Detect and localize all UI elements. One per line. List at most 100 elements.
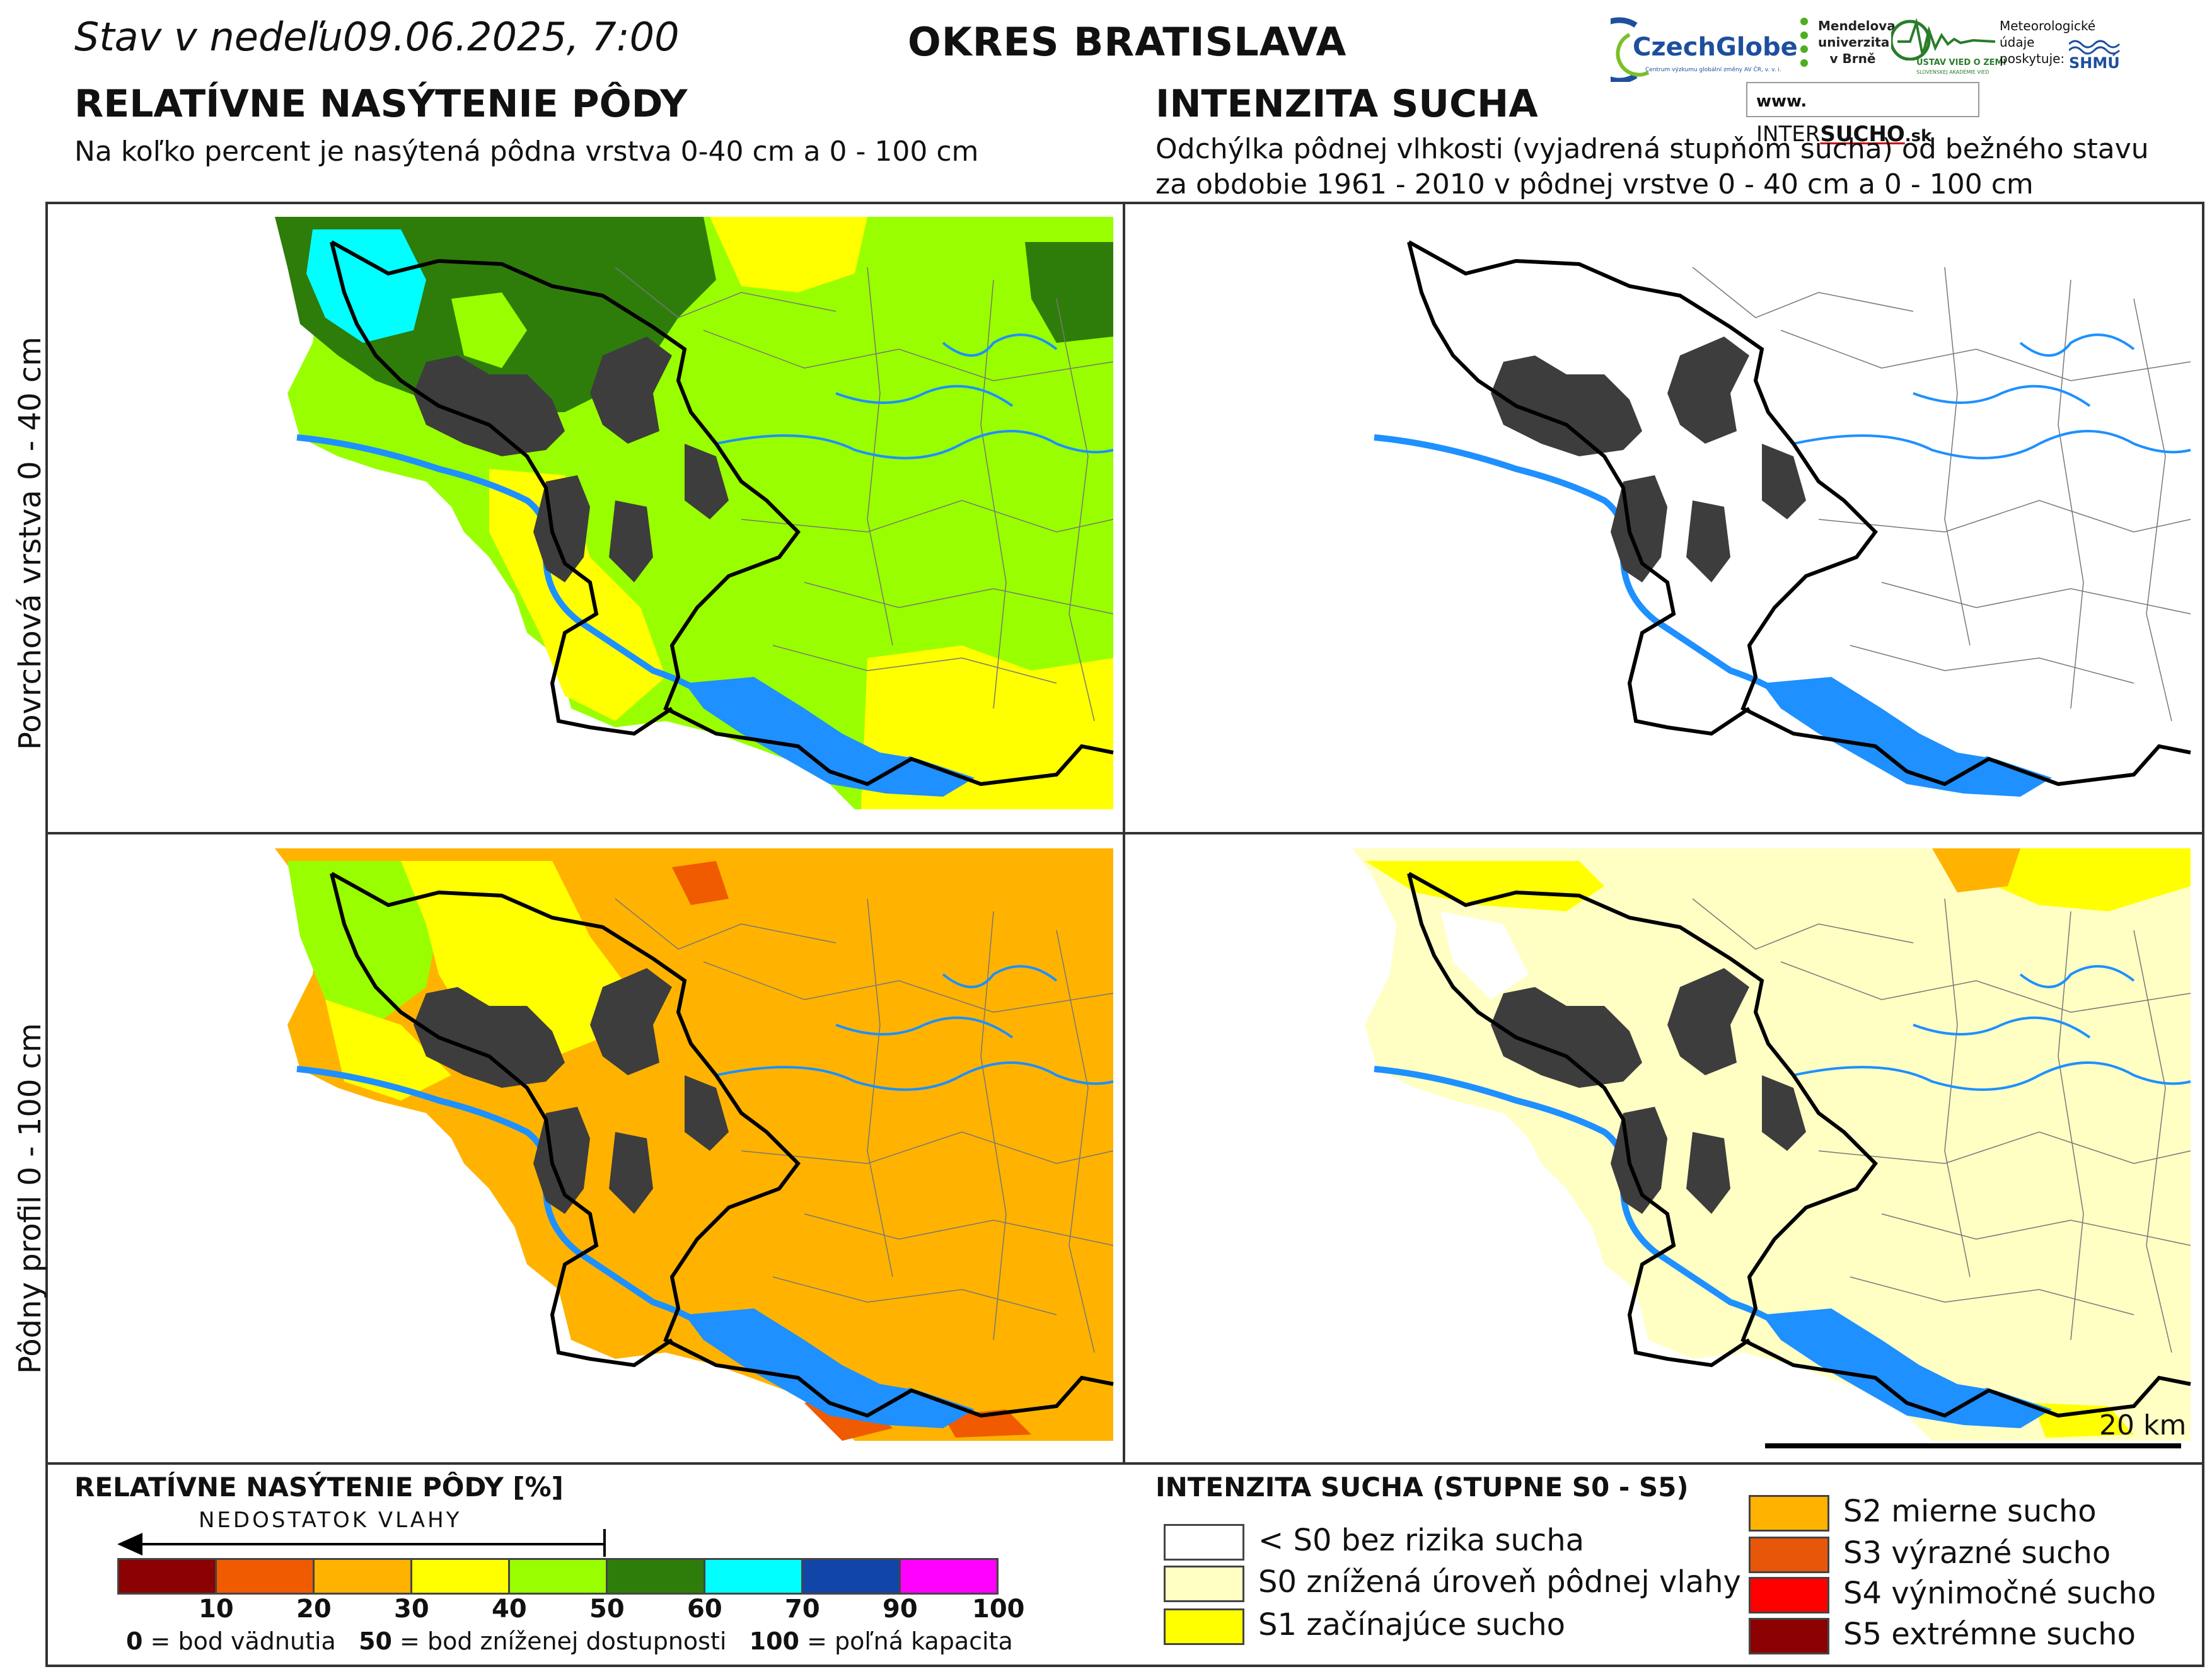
river-line <box>942 965 1058 988</box>
colorbar-tick: 70 <box>785 1595 820 1624</box>
colorbar-bin-30-40 <box>410 1558 510 1595</box>
district-boundary <box>330 240 1114 787</box>
shmu-logo: SHMÚ <box>2069 38 2126 76</box>
drought-legend-title: INTENZITA SUCHA (STUPNE S0 - S5) <box>1155 1472 1689 1503</box>
colorbar-bin-60-70 <box>704 1558 803 1595</box>
urban-area <box>685 1075 729 1151</box>
map-value-patch <box>1025 242 1113 343</box>
right-panel-subtitle-1: Odchýlka pôdnej vlhkosti (vyjadrená stup… <box>1155 133 2149 165</box>
map-drought-profile <box>1352 848 2191 1441</box>
map-value-patch <box>710 217 867 292</box>
colorbar-tick: 20 <box>296 1595 332 1624</box>
drought-swatch <box>1749 1537 1829 1573</box>
note-100-text: = poľná kapacita <box>799 1627 1013 1655</box>
website-prefix: www. <box>1756 92 1807 111</box>
map-value-patch <box>451 292 527 368</box>
colorbar-bin-70-90 <box>801 1558 901 1595</box>
colorbar-bin-90-100 <box>899 1558 999 1595</box>
note-0-num: 0 <box>126 1627 143 1655</box>
urban-area <box>609 1132 653 1214</box>
drought-swatch <box>1164 1524 1244 1561</box>
road-line <box>1818 500 2191 533</box>
urban-area <box>685 444 729 519</box>
meteo-provider: Meteorologické údaje poskytuje: <box>2000 18 2096 81</box>
colorbar-tick: 10 <box>199 1595 234 1624</box>
colorbar-tick: 40 <box>492 1595 527 1624</box>
road-line <box>980 279 1007 709</box>
drought-swatch <box>1164 1566 1244 1602</box>
road-line <box>772 645 1057 684</box>
river-line <box>835 1016 1014 1039</box>
urban-area <box>414 355 565 456</box>
river-line <box>715 430 1114 459</box>
road-line <box>1692 267 1914 318</box>
river-line <box>942 333 1058 357</box>
road-line <box>867 267 893 646</box>
road-line <box>804 582 1114 615</box>
map-value-patch <box>401 861 628 1063</box>
map-value-patch <box>1365 861 1604 911</box>
road-line <box>2133 298 2172 722</box>
urban-area <box>1686 1132 1730 1214</box>
road-line <box>1056 930 1095 1353</box>
map-value-patch <box>1932 848 2020 892</box>
drought-swatch <box>1164 1608 1244 1645</box>
map-area-fill <box>1352 848 2191 1441</box>
drought-label: S1 začínajúce sucho <box>1258 1607 1565 1642</box>
czechglobe-swirl-icon <box>1611 17 1650 82</box>
river-line <box>1913 1016 2091 1039</box>
road-line <box>1944 898 1971 1278</box>
colorbar-tick: 50 <box>589 1595 625 1624</box>
danube-wide-section <box>1762 677 2052 797</box>
road-line <box>615 898 837 950</box>
road-line <box>1818 1131 2191 1164</box>
danube-wide-section <box>685 1308 975 1428</box>
map-fill-layer <box>275 217 1113 809</box>
road-line <box>2133 930 2172 1353</box>
note-50-text: = bod zníženej dostupnosti <box>391 1627 727 1655</box>
river-line <box>2019 333 2135 357</box>
road-line <box>1056 298 1095 722</box>
road-line <box>703 330 1114 381</box>
district-boundary <box>1408 240 2191 787</box>
right-panel-title: INTENZITA SUCHA <box>1155 82 1538 126</box>
colorbar-tick: 60 <box>687 1595 722 1624</box>
road-line <box>2058 279 2084 709</box>
deficit-arrow-label: NEDOSTATOK VLAHY <box>199 1508 462 1533</box>
road-line <box>1692 898 1914 950</box>
drought-swatch <box>1749 1495 1829 1532</box>
urban-area <box>414 987 565 1088</box>
danube-wide-section <box>1762 1308 2052 1428</box>
river-line <box>2019 965 2135 988</box>
mendel-logo: Mendelova univerzita v Brně <box>1797 13 1896 82</box>
arrow-left-icon <box>117 1533 142 1556</box>
deficit-arrow-tick <box>603 1529 606 1557</box>
district-boundary-inner <box>330 241 673 736</box>
map-fill-layer <box>1352 848 2191 1441</box>
colorbar-tick: 90 <box>883 1595 918 1624</box>
drought-label: S3 výrazné sucho <box>1843 1535 2111 1571</box>
map-saturation-profile <box>275 848 1114 1441</box>
intersucho-website[interactable]: www. INTERSUCHO.sk <box>1746 82 1979 147</box>
road-line <box>2058 911 2084 1341</box>
road-line <box>1850 645 2134 684</box>
ustav-logo: ÚSTAV VIED O ZEMI SLOVENSKEJ AKADÉMIE VI… <box>1891 16 2006 79</box>
map-drought-topsoil <box>1352 217 2191 809</box>
district-boundary-inner <box>1407 873 1751 1368</box>
colorbar-tick: 100 <box>972 1595 1025 1624</box>
meteo-provider-text: Meteorologické údaje poskytuje: <box>2000 18 2096 66</box>
map-saturation-topsoil <box>275 217 1114 809</box>
saturation-notes: 0 = bod vädnutia 50 = bod zníženej dostu… <box>126 1627 1013 1655</box>
urban-area <box>590 337 672 444</box>
mendel-dots-icon <box>1800 18 1808 67</box>
urban-area <box>1762 1075 1806 1151</box>
map-value-patch <box>672 861 729 905</box>
row-label-top: Povrchová vrstva 0 - 40 cm <box>13 337 48 750</box>
map-area-fill <box>1352 217 2191 809</box>
road-line <box>1881 582 2191 615</box>
map-value-patch <box>943 1409 1031 1438</box>
ustav-sub: SLOVENSKEJ AKADÉMIE VIED <box>1916 69 1989 75</box>
map-fill-layer <box>1352 217 2191 809</box>
drought-label: S4 výnimočné sucho <box>1843 1576 2157 1611</box>
mendel-name: Mendelova univerzita v Brně <box>1818 18 1896 66</box>
